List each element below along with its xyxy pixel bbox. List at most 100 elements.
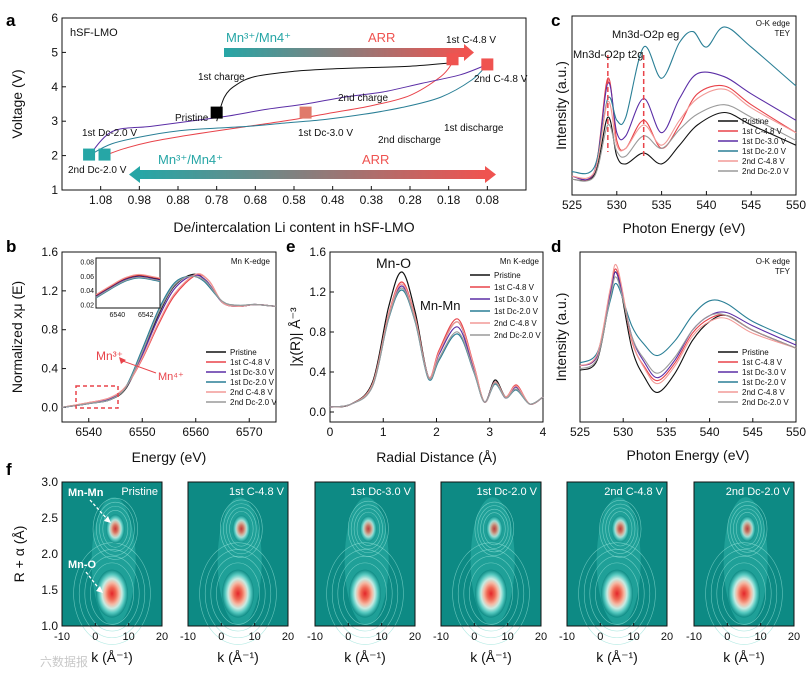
marker-square (481, 58, 494, 71)
legend-entry: 2nd Dc-2.0 V (230, 398, 277, 407)
wavelet-peak (728, 569, 760, 618)
x-tick-label: 10 (376, 631, 388, 643)
panel-c: 525 530 535 540 545 550 Photon Energy (eV) Inte… (553, 15, 806, 236)
legend-entry: 1st Dc-3.0 V (494, 295, 539, 304)
inset-series-line (95, 273, 161, 295)
chart-title: TFY (775, 267, 791, 276)
panel-label-b: b (6, 237, 16, 256)
x-axis-label: k (Å⁻¹) (470, 649, 512, 665)
annotation-arr-top: ARR (368, 30, 395, 45)
contour-ring (602, 503, 639, 554)
x-tick-label: 1.08 (89, 193, 113, 207)
plot-frame (693, 481, 795, 627)
wavelet-peak (359, 515, 377, 542)
y-tick-label: 0.4 (309, 365, 326, 379)
inset-frame (95, 257, 161, 309)
contour-ring (469, 562, 513, 625)
annotation-mno: Mn-O (68, 559, 97, 571)
wavelet-panel: 2nd Dc-2.0 V -10 0 10 20 k (Å⁻¹) (686, 481, 800, 665)
series-line (579, 264, 797, 385)
wavelet-peak (222, 569, 254, 618)
panel-label-a: a (6, 11, 16, 30)
contour-ring (90, 562, 134, 625)
x-tick-label: 20 (156, 631, 168, 643)
annotation-mnmn: Mn-Mn (420, 298, 460, 313)
legend-entry: Pristine (230, 348, 257, 357)
annotation-second-c48: 2nd C-4.8 V (474, 74, 528, 85)
marker-square (446, 53, 459, 66)
x-axis-label: Photon Energy (eV) (623, 220, 746, 236)
x-tick-label: 525 (570, 425, 590, 439)
x-tick-label: 2 (433, 425, 440, 439)
annotation-first-dc20: 1st Dc-2.0 V (82, 128, 137, 139)
y-tick-label: 0.8 (309, 325, 326, 339)
x-tick-label: 6570 (236, 425, 263, 439)
contour-ring (331, 549, 399, 639)
x-tick-label: 1 (380, 425, 387, 439)
legend-entry: Pristine (742, 117, 769, 126)
y-tick-label: 6 (51, 11, 58, 25)
series-line (571, 77, 797, 181)
x-tick-label: -10 (307, 631, 323, 643)
x-tick-label: 535 (656, 425, 676, 439)
contour-ring (599, 500, 642, 558)
x-axis-label: Radial Distance (Å) (376, 449, 497, 465)
annotation-first-charge: 1st charge (198, 72, 245, 83)
contour-ring (226, 507, 257, 551)
x-tick-label: -10 (54, 631, 70, 643)
contour-ring (353, 508, 383, 550)
panel-label-d: d (551, 237, 561, 256)
contour-ring (78, 549, 146, 639)
x-tick-label: -10 (433, 631, 449, 643)
y-tick-label: 1.0 (41, 619, 58, 633)
legend-entry: 2nd C-4.8 V (494, 319, 537, 328)
x-tick-label: 20 (409, 631, 421, 643)
contour-ring (326, 542, 404, 645)
annotation-mn-top: Mn³⁺/Mn4⁺ (226, 30, 291, 45)
plot-frame (579, 251, 797, 423)
series-line (571, 88, 797, 179)
wavelet-panel-label: 1st Dc-3.0 V (350, 486, 411, 498)
y-tick-label: 1.2 (41, 284, 58, 298)
x-axis-label: k (Å⁻¹) (344, 649, 386, 665)
series-line (61, 275, 277, 408)
annotation-arrow-mnmn (89, 499, 109, 521)
x-axis-label: k (Å⁻¹) (723, 649, 765, 665)
y-tick-label: 1.2 (309, 285, 326, 299)
wavelet-peak (106, 514, 125, 544)
x-tick-label: 0.98 (128, 193, 152, 207)
annotation-mn-bottom: Mn³⁺/Mn4⁺ (158, 152, 223, 167)
x-tick-label: 0.08 (476, 193, 500, 207)
x-tick-label: 6560 (182, 425, 209, 439)
wavelet-peak (232, 515, 251, 543)
y-tick-label: 0.8 (41, 323, 58, 337)
inset-y-tick-label: 0.04 (80, 288, 94, 295)
x-tick-label: 530 (607, 198, 627, 212)
contour-ring (716, 555, 772, 632)
annotation-second-discharge: 2nd discharge (378, 135, 441, 146)
chart-title: hSF-LMO (70, 27, 118, 39)
x-tick-label: 550 (786, 425, 806, 439)
contour-ring (483, 512, 506, 546)
legend-entry: 1st Dc-2.0 V (230, 378, 275, 387)
x-tick-label: 540 (696, 198, 716, 212)
series-line (579, 276, 797, 374)
series-line (216, 62, 453, 122)
plot-frame (314, 481, 416, 627)
legend-entry: 2nd C-4.8 V (230, 388, 273, 397)
inset-series-line (95, 274, 161, 296)
annotation-mn3: Mn³⁺ (96, 349, 123, 363)
panel-label-c: c (551, 11, 560, 30)
y-axis-label: Normalized xμ (E) (9, 281, 25, 393)
legend-entry: Pristine (742, 348, 769, 357)
contour-ring (343, 562, 387, 625)
wavelet-peak (349, 569, 381, 618)
y-tick-label: 4 (51, 80, 58, 94)
contour-ring (730, 505, 765, 553)
panel-b: 6540 6550 6560 6570 0.0 0.4 0.8 1.2 1.6 Energy (e… (9, 245, 277, 465)
series-line (88, 64, 488, 157)
x-tick-label: 0.48 (321, 193, 345, 207)
contour-ring (350, 504, 386, 554)
legend-entry: 2nd Dc-2.0 V (742, 398, 789, 407)
legend-entry: 2nd C-4.8 V (742, 157, 785, 166)
